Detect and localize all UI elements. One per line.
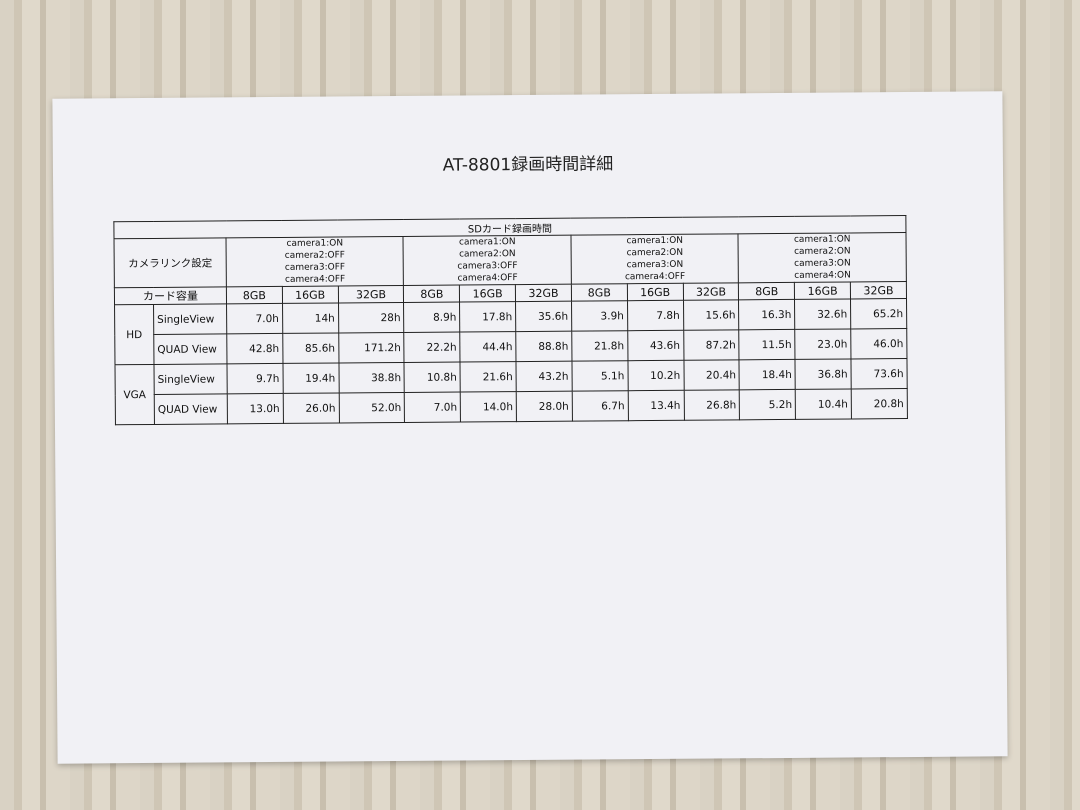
paper-document: AT-8801録画時間詳細 SDカード録画時間 カメラリンク設定 camera1:O… bbox=[52, 91, 1008, 764]
camera-status: camera4:ON bbox=[794, 270, 851, 281]
recording-time-cell: 7.0h bbox=[226, 303, 283, 334]
capacity-label: カード容量 bbox=[114, 286, 227, 305]
capacity-header: 16GB bbox=[627, 283, 684, 301]
view-label: SingleView bbox=[153, 303, 227, 335]
recording-time-cell: 9.7h bbox=[226, 363, 284, 394]
camera-link-label: カメラリンク設定 bbox=[114, 237, 227, 288]
recording-time-cell: 26.0h bbox=[283, 393, 340, 424]
recording-time-cell: 35.6h bbox=[515, 301, 572, 332]
recording-time-cell: 28h bbox=[338, 302, 405, 334]
recording-time-cell: 18.4h bbox=[739, 359, 796, 390]
recording-time-cell: 14h bbox=[282, 303, 339, 334]
camera-status: camera4:OFF bbox=[624, 271, 686, 283]
recording-time-cell: 88.8h bbox=[515, 331, 572, 362]
camera-config: camera1:ON camera2:ON camera3:ON camera4:ON bbox=[738, 232, 907, 283]
recording-time-cell: 43.2h bbox=[516, 361, 573, 392]
capacity-header: 32GB bbox=[338, 285, 404, 304]
camera-link-row: カメラリンク設定 camera1:ON camera2:OFF camera3:OFF… bbox=[114, 232, 907, 288]
recording-time-cell: 19.4h bbox=[282, 363, 339, 394]
recording-time-cell: 16.3h bbox=[738, 299, 795, 330]
capacity-header: 32GB bbox=[515, 284, 572, 302]
recording-time-cell: 13.0h bbox=[227, 393, 284, 424]
recording-time-cell: 23.0h bbox=[794, 328, 852, 360]
recording-time-cell: 15.6h bbox=[683, 299, 740, 331]
capacity-header: 32GB bbox=[682, 282, 739, 301]
recording-time-cell: 26.8h bbox=[683, 389, 740, 421]
recording-time-cell: 21.8h bbox=[571, 330, 628, 362]
recording-time-cell: 22.2h bbox=[404, 332, 461, 363]
camera-status: camera4:OFF bbox=[457, 273, 518, 284]
recording-time-cell: 3.9h bbox=[571, 300, 628, 332]
recording-time-cell: 10.8h bbox=[404, 362, 461, 393]
recording-time-cell: 73.6h bbox=[851, 358, 908, 389]
capacity-header: 8GB bbox=[738, 282, 795, 300]
recording-time-cell: 52.0h bbox=[338, 392, 405, 423]
recording-time-cell: 5.2h bbox=[739, 389, 796, 420]
recording-time-cell: 7.0h bbox=[404, 392, 461, 423]
recording-time-cell: 14.0h bbox=[460, 391, 517, 423]
recording-time-cell: 43.6h bbox=[627, 330, 684, 361]
recording-time-cell: 21.6h bbox=[460, 361, 517, 393]
document-title: AT-8801録画時間詳細 bbox=[442, 154, 614, 176]
recording-time-cell: 38.8h bbox=[338, 362, 405, 394]
resolution-label: HD bbox=[114, 304, 154, 365]
capacity-header: 16GB bbox=[459, 284, 516, 303]
view-label: QUAD View bbox=[153, 333, 227, 365]
view-label: SingleView bbox=[153, 363, 228, 395]
recording-time-cell: 17.8h bbox=[459, 301, 516, 333]
camera-status: camera4:OFF bbox=[284, 274, 346, 285]
recording-time-cell: 46.0h bbox=[850, 328, 907, 359]
capacity-header: 8GB bbox=[403, 285, 460, 303]
table-row: QUAD View 13.0h 26.0h 52.0h 7.0h 14.0h 28.0h 6.… bbox=[115, 388, 908, 425]
capacity-header: 32GB bbox=[850, 281, 907, 299]
camera-config: camera1:ON camera2:ON camera3:OFF camera4:O… bbox=[403, 235, 572, 286]
view-label: QUAD View bbox=[154, 393, 228, 425]
recording-time-cell: 32.6h bbox=[794, 298, 851, 330]
recording-time-cell: 20.8h bbox=[851, 388, 908, 419]
camera-config: camera1:ON camera2:OFF camera3:OFF camera4:… bbox=[226, 236, 404, 287]
recording-time-cell: 171.2h bbox=[338, 332, 405, 364]
recording-time-cell: 10.2h bbox=[627, 360, 684, 391]
capacity-header: 16GB bbox=[794, 281, 851, 300]
recording-time-cell: 85.6h bbox=[282, 333, 339, 364]
recording-time-table: SDカード録画時間 カメラリンク設定 camera1:ON camera2:OFF ca… bbox=[113, 215, 908, 425]
capacity-header: 16GB bbox=[282, 286, 339, 304]
camera-config: camera1:ON camera2:ON camera3:ON camera4:OF… bbox=[570, 233, 739, 285]
capacity-header: 8GB bbox=[226, 286, 283, 304]
recording-time-cell: 6.7h bbox=[572, 390, 629, 422]
recording-time-cell: 5.1h bbox=[571, 360, 628, 392]
recording-time-cell: 13.4h bbox=[627, 390, 685, 421]
recording-time-cell: 65.2h bbox=[850, 298, 907, 329]
recording-time-cell: 36.8h bbox=[795, 358, 852, 390]
capacity-header: 8GB bbox=[571, 283, 628, 302]
recording-time-cell: 44.4h bbox=[460, 331, 517, 363]
recording-time-cell: 8.9h bbox=[403, 302, 461, 333]
recording-time-cell: 10.4h bbox=[795, 388, 852, 420]
recording-time-cell: 7.8h bbox=[627, 300, 684, 331]
recording-time-cell: 11.5h bbox=[739, 329, 796, 360]
recording-time-cell: 28.0h bbox=[516, 391, 573, 422]
recording-time-cell: 20.4h bbox=[683, 359, 740, 391]
resolution-label: VGA bbox=[114, 364, 155, 425]
recording-time-cell: 87.2h bbox=[683, 329, 740, 361]
recording-time-cell: 42.8h bbox=[226, 333, 283, 364]
